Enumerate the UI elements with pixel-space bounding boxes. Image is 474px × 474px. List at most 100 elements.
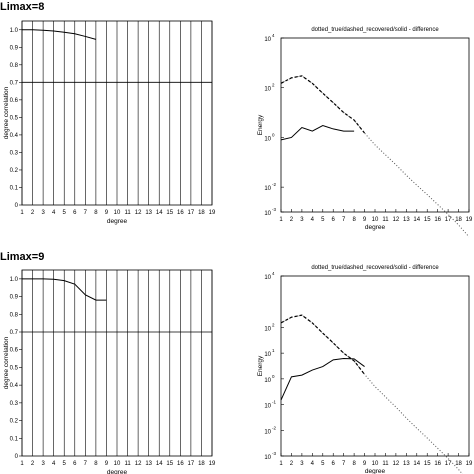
x-tick-label: 4 <box>311 217 315 223</box>
right-chart-energy-9: dotted_true/dashed_recovered/solid - dif… <box>257 265 473 474</box>
x-tick-label: 1 <box>20 210 24 216</box>
y-tick-label: 0 <box>15 454 19 460</box>
x-tick-label: 10 <box>372 217 379 223</box>
x-tick-label: 8 <box>94 210 98 216</box>
x-tick-label: 17 <box>445 217 452 223</box>
x-tick-label: 6 <box>332 217 336 223</box>
x-tick-label: 16 <box>177 210 184 216</box>
plot-frame <box>280 37 470 213</box>
x-tick-label: 2 <box>31 461 35 467</box>
y-tick-label: 1.0 <box>10 277 19 283</box>
x-tick-label: 19 <box>466 461 473 467</box>
y-tick-label: 10 <box>264 186 271 192</box>
y-tick-exponent: 0 <box>272 374 275 379</box>
left-chart-degree-correlation-9: 1 2 3 4 5 6 7 8 9 10 11 12 13 14 15 16 17 18 1900.10.20.30… <box>3 269 216 474</box>
header-limax-9: Limax=9 <box>0 251 44 263</box>
x-tick-label: 10 <box>372 461 379 467</box>
y-tick-label: 10 <box>264 37 271 43</box>
x-tick-label: 12 <box>393 217 400 223</box>
y-tick-exponent: 4 <box>272 33 275 38</box>
x-tick-label: 5 <box>321 217 325 223</box>
y-axis-label: degree correlation <box>3 86 10 139</box>
y-tick-label: 10 <box>264 352 271 358</box>
recovered-energy-line <box>280 75 366 134</box>
x-tick-label: 13 <box>403 461 410 467</box>
x-tick-label: 14 <box>413 217 420 223</box>
x-tick-label: 9 <box>105 210 109 216</box>
y-tick-label: 0.1 <box>10 436 19 442</box>
y-tick-label: 0.2 <box>10 419 19 425</box>
x-tick-label: 9 <box>363 217 367 223</box>
x-tick-label: 11 <box>382 217 389 223</box>
right-chart-energy-8: dotted_true/dashed_recovered/solid - dif… <box>257 27 473 238</box>
x-tick-label: 18 <box>455 461 462 467</box>
x-tick-label: 18 <box>198 461 205 467</box>
x-tick-label: 6 <box>73 461 77 467</box>
x-tick-label: 7 <box>84 210 88 216</box>
x-tick-label: 7 <box>342 217 346 223</box>
y-tick-label: 0.8 <box>10 63 19 69</box>
y-tick-label: 0.8 <box>10 312 19 318</box>
x-tick-label: 10 <box>114 210 121 216</box>
x-tick-label: 18 <box>198 210 205 216</box>
x-tick-label: 19 <box>209 461 216 467</box>
y-tick-label: 0.5 <box>10 365 19 371</box>
x-tick-label: 8 <box>94 461 98 467</box>
x-tick-label: 17 <box>188 461 195 467</box>
x-tick-label: 12 <box>135 210 142 216</box>
y-tick-label: 10 <box>264 275 271 281</box>
header-limax-8: Limax=8 <box>0 1 44 13</box>
x-tick-label: 16 <box>177 461 184 467</box>
x-axis-label: degree <box>107 469 128 474</box>
x-tick-label: 6 <box>332 461 336 467</box>
x-tick-label: 11 <box>124 210 131 216</box>
y-axis-label: Energy <box>257 114 264 135</box>
y-tick-exponent: 1 <box>272 348 275 353</box>
x-tick-label: 4 <box>52 210 56 216</box>
plot-frame <box>280 275 470 457</box>
x-tick-label: 3 <box>300 217 304 223</box>
y-tick-exponent: 4 <box>272 271 275 276</box>
x-tick-label: 11 <box>382 461 389 467</box>
left-chart-degree-correlation-8: 1 2 3 4 5 6 7 8 9 10 11 12 13 14 15 16 17 18 1900.10.20.30… <box>3 20 216 225</box>
y-axis-label: degree correlation <box>3 336 10 389</box>
y-tick-exponent: 2 <box>272 322 275 327</box>
x-tick-label: 5 <box>63 210 67 216</box>
correlation-line <box>22 278 107 301</box>
y-tick-label: 10 <box>264 326 271 332</box>
x-tick-label: 15 <box>166 461 173 467</box>
y-tick-label: 0.4 <box>10 383 19 389</box>
x-axis-label: degree <box>365 468 386 474</box>
x-tick-label: 8 <box>352 217 356 223</box>
y-tick-label: 10 <box>264 455 271 461</box>
x-tick-label: 14 <box>413 461 420 467</box>
x-tick-label: 15 <box>424 217 431 223</box>
x-tick-label: 17 <box>445 461 452 467</box>
y-tick-label: 10 <box>264 378 271 384</box>
y-tick-label: 10 <box>264 211 271 217</box>
x-tick-label: 4 <box>52 461 56 467</box>
plot-frame <box>21 20 213 206</box>
chart-title: dotted_true/dashed_recovered/solid - dif… <box>311 265 439 271</box>
x-tick-label: 2 <box>31 210 35 216</box>
y-tick-label: 10 <box>264 87 271 93</box>
x-tick-label: 10 <box>114 461 121 467</box>
x-tick-label: 7 <box>342 461 346 467</box>
x-tick-label: 15 <box>166 210 173 216</box>
y-tick-label: 1.0 <box>10 28 19 34</box>
y-tick-exponent: -3 <box>272 451 276 456</box>
recovered-energy-line <box>280 314 366 375</box>
x-tick-label: 3 <box>300 461 304 467</box>
true-energy-line <box>280 75 470 238</box>
x-tick-label: 5 <box>63 461 67 467</box>
y-tick-exponent: -1 <box>272 400 276 405</box>
correlation-line <box>22 29 97 40</box>
x-tick-label: 9 <box>363 461 367 467</box>
y-tick-label: 0.5 <box>10 115 19 121</box>
x-tick-label: 2 <box>290 217 294 223</box>
chart-title: dotted_true/dashed_recovered/solid - dif… <box>311 27 439 33</box>
x-tick-label: 2 <box>290 461 294 467</box>
y-tick-label: 10 <box>264 429 271 435</box>
y-tick-exponent: -3 <box>272 207 276 212</box>
y-tick-label: 0.6 <box>10 98 19 104</box>
